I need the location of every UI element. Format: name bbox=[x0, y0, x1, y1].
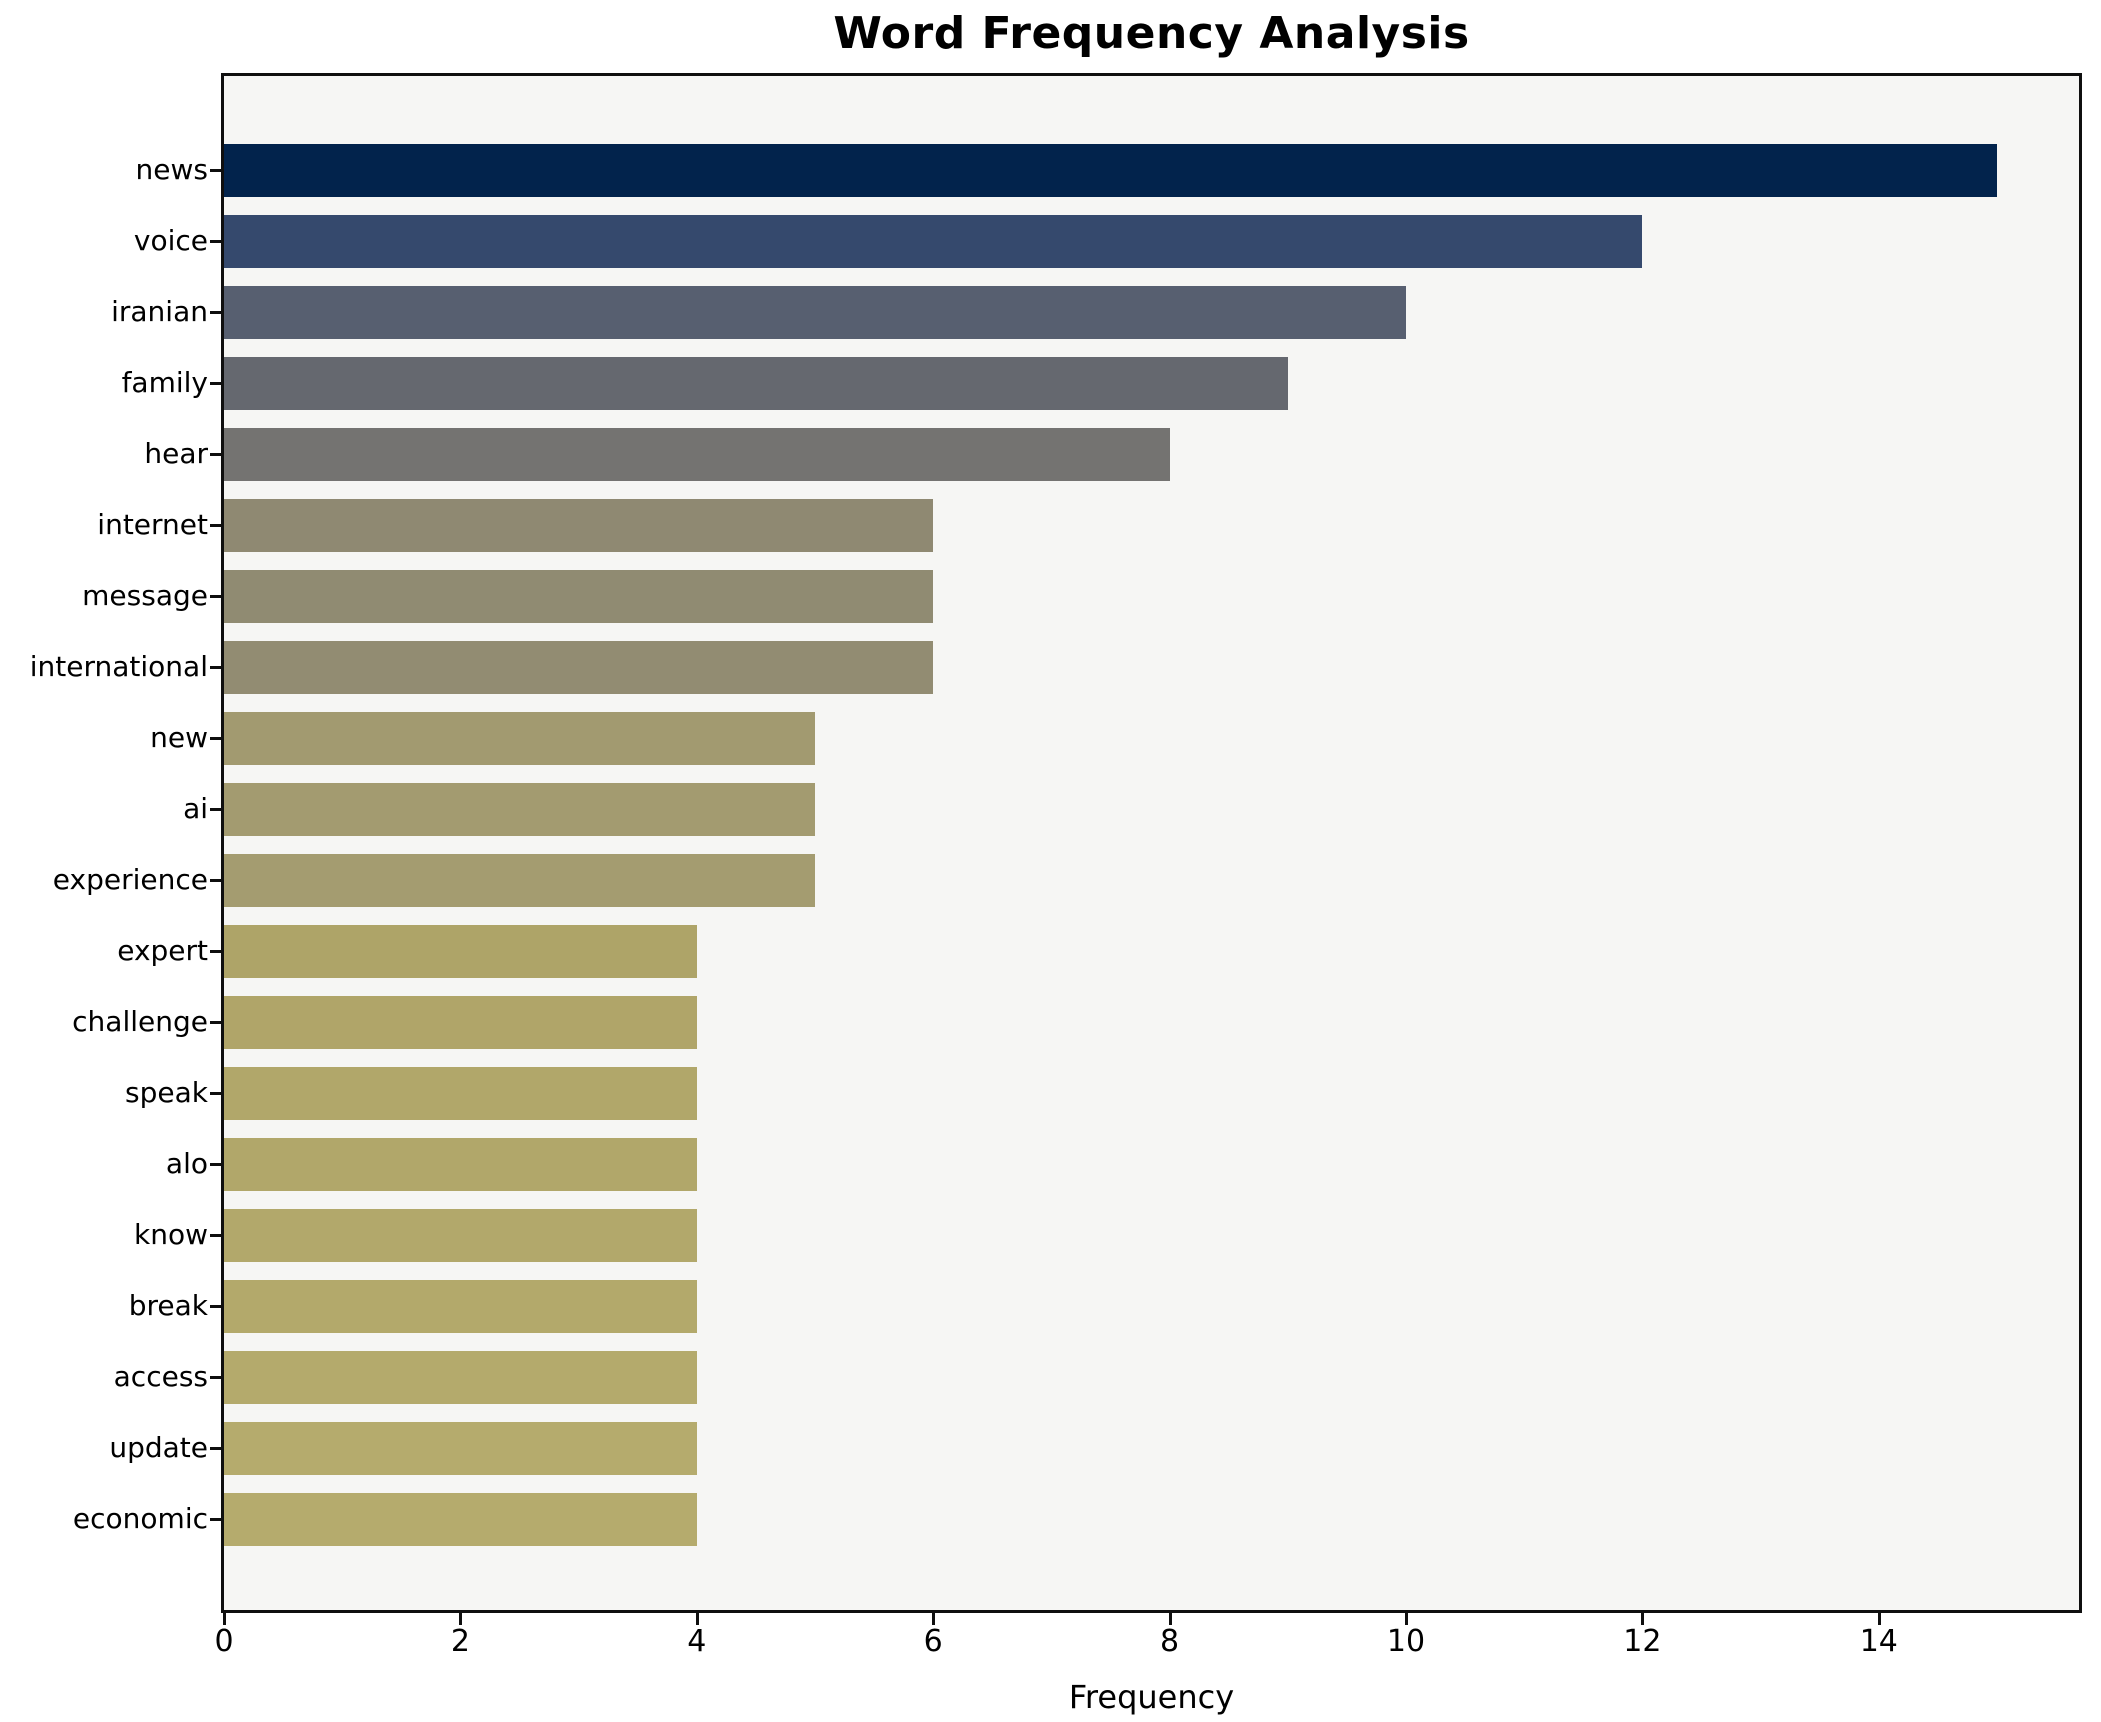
y-tick-mark bbox=[210, 666, 221, 669]
bar-economic bbox=[224, 1492, 697, 1546]
x-tick-mark bbox=[223, 1613, 226, 1625]
y-axis-label-iranian: iranian bbox=[111, 295, 208, 328]
y-axis-label-internet: internet bbox=[97, 508, 208, 541]
y-tick-mark bbox=[210, 311, 221, 314]
x-tick-mark bbox=[1641, 1613, 1645, 1625]
y-tick-mark bbox=[210, 524, 221, 527]
bar-new bbox=[224, 711, 815, 765]
bar-ai bbox=[224, 782, 815, 836]
y-tick-mark bbox=[210, 1092, 221, 1095]
x-tick-label-8: 8 bbox=[1160, 1624, 1180, 1659]
y-axis-label-speak: speak bbox=[125, 1076, 208, 1109]
x-tick-label-4: 4 bbox=[687, 1624, 707, 1659]
x-tick-mark bbox=[695, 1613, 699, 1625]
y-tick-mark bbox=[210, 1376, 221, 1379]
y-tick-mark bbox=[210, 1305, 221, 1308]
y-axis-label-message: message bbox=[82, 579, 208, 612]
y-tick-mark bbox=[210, 169, 221, 172]
x-tick-mark bbox=[1168, 1613, 1172, 1625]
x-tick-mark bbox=[932, 1613, 936, 1625]
bar-update bbox=[224, 1421, 697, 1475]
bar-experience bbox=[224, 853, 815, 907]
y-axis-label-experience: experience bbox=[52, 863, 208, 896]
y-axis-label-alo: alo bbox=[165, 1147, 208, 1180]
chart-title: Word Frequency Analysis bbox=[833, 8, 1470, 59]
x-tick-mark bbox=[1405, 1613, 1408, 1625]
y-axis-label-access: access bbox=[113, 1360, 208, 1393]
y-axis-label-international: international bbox=[29, 650, 208, 683]
y-tick-mark bbox=[210, 595, 221, 598]
y-axis-label-hear: hear bbox=[144, 437, 208, 470]
y-tick-mark bbox=[210, 879, 221, 882]
x-tick-mark bbox=[459, 1613, 463, 1625]
bar-know bbox=[224, 1208, 697, 1262]
y-axis-label-challenge: challenge bbox=[72, 1005, 208, 1038]
bar-news bbox=[224, 143, 1997, 197]
x-axis-title: Frequency bbox=[1068, 1678, 1235, 1716]
y-axis-label-break: break bbox=[128, 1289, 208, 1322]
bar-challenge bbox=[224, 995, 697, 1049]
y-tick-mark bbox=[210, 240, 221, 243]
y-tick-mark bbox=[210, 1021, 221, 1024]
bar-voice bbox=[224, 214, 1643, 268]
x-tick-label-6: 6 bbox=[923, 1624, 943, 1659]
y-axis-label-know: know bbox=[134, 1218, 208, 1251]
bar-hear bbox=[224, 427, 1170, 481]
y-tick-mark bbox=[210, 453, 221, 456]
x-tick-label-14: 14 bbox=[1859, 1624, 1898, 1659]
x-tick-label-12: 12 bbox=[1623, 1624, 1662, 1659]
y-tick-mark bbox=[210, 950, 221, 953]
bar-family bbox=[224, 356, 1288, 410]
bar-speak bbox=[224, 1066, 697, 1120]
y-axis-label-economic: economic bbox=[72, 1502, 208, 1535]
y-tick-mark bbox=[210, 808, 221, 811]
bar-alo bbox=[224, 1137, 697, 1191]
y-tick-mark bbox=[210, 1447, 221, 1450]
x-tick-label-10: 10 bbox=[1386, 1624, 1426, 1659]
y-tick-mark bbox=[210, 1234, 221, 1237]
y-tick-mark bbox=[210, 737, 221, 740]
bar-break bbox=[224, 1279, 697, 1333]
y-axis-label-voice: voice bbox=[133, 224, 208, 257]
bar-access bbox=[224, 1350, 697, 1404]
bar-internet bbox=[224, 498, 934, 552]
y-tick-mark bbox=[210, 1163, 221, 1166]
y-axis-label-new: new bbox=[150, 721, 208, 754]
bar-message bbox=[224, 569, 934, 623]
bar-international bbox=[224, 640, 934, 694]
y-tick-mark bbox=[210, 382, 221, 385]
bars-container bbox=[224, 76, 2079, 1610]
y-axis-label-expert: expert bbox=[117, 934, 208, 967]
bar-expert bbox=[224, 924, 697, 978]
x-tick-label-0: 0 bbox=[214, 1624, 234, 1659]
y-axis-label-ai: ai bbox=[183, 792, 208, 825]
x-tick-mark bbox=[1877, 1613, 1881, 1625]
y-axis-label-family: family bbox=[121, 366, 208, 399]
y-tick-mark bbox=[210, 1518, 221, 1521]
y-axis-label-update: update bbox=[109, 1431, 208, 1464]
bar-iranian bbox=[224, 285, 1406, 339]
plot-area bbox=[221, 73, 2082, 1613]
x-tick-label-2: 2 bbox=[450, 1624, 470, 1659]
y-axis-label-news: news bbox=[135, 153, 208, 186]
